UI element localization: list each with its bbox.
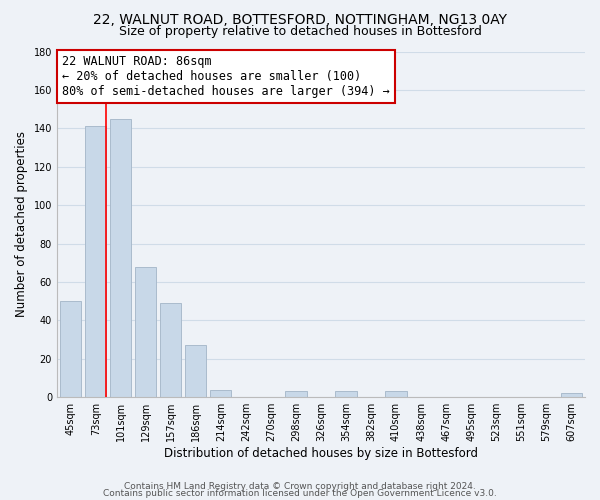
Bar	[160, 303, 181, 397]
Text: 22, WALNUT ROAD, BOTTESFORD, NOTTINGHAM, NG13 0AY: 22, WALNUT ROAD, BOTTESFORD, NOTTINGHAM,…	[93, 12, 507, 26]
Text: Contains public sector information licensed under the Open Government Licence v3: Contains public sector information licen…	[103, 490, 497, 498]
X-axis label: Distribution of detached houses by size in Bottesford: Distribution of detached houses by size …	[164, 447, 478, 460]
Bar	[210, 390, 232, 397]
Bar	[560, 394, 582, 397]
Bar	[85, 126, 106, 397]
Bar	[60, 301, 82, 397]
Bar	[335, 392, 356, 397]
Bar	[285, 392, 307, 397]
Text: Contains HM Land Registry data © Crown copyright and database right 2024.: Contains HM Land Registry data © Crown c…	[124, 482, 476, 491]
Text: Size of property relative to detached houses in Bottesford: Size of property relative to detached ho…	[119, 25, 481, 38]
Bar	[185, 346, 206, 397]
Text: 22 WALNUT ROAD: 86sqm
← 20% of detached houses are smaller (100)
80% of semi-det: 22 WALNUT ROAD: 86sqm ← 20% of detached …	[62, 55, 390, 98]
Bar	[385, 392, 407, 397]
Bar	[135, 266, 157, 397]
Y-axis label: Number of detached properties: Number of detached properties	[15, 132, 28, 318]
Bar	[110, 118, 131, 397]
